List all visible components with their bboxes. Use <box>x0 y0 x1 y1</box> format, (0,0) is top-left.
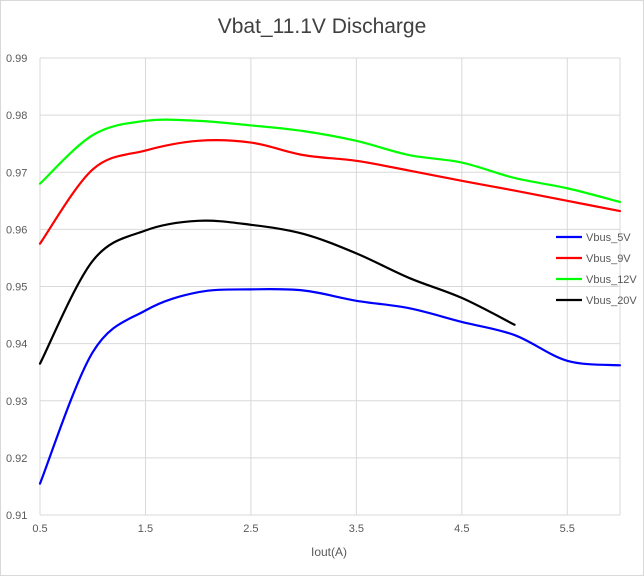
gridlines <box>39 57 621 516</box>
x-tick-label: 2.5 <box>243 523 258 535</box>
x-axis-ticks: 0.5 1.5 2.5 3.5 4.5 5.5 <box>32 523 575 535</box>
y-tick-label: 0.97 <box>6 167 27 179</box>
series-line-vbus-20v <box>38 219 516 365</box>
chart-title: Vbat_11.1V Discharge <box>218 15 427 38</box>
y-tick-label: 0.94 <box>6 339 27 351</box>
y-tick-label: 0.92 <box>6 453 27 465</box>
x-axis-label: Iout(A) <box>311 545 347 559</box>
legend-entry-label: Vbus_12V <box>586 274 637 286</box>
y-tick-label: 0.95 <box>6 282 27 294</box>
y-tick-label: 0.98 <box>6 110 27 122</box>
y-tick-label: 0.96 <box>6 224 27 236</box>
y-tick-label: 0.91 <box>6 510 27 522</box>
x-tick-label: 5.5 <box>560 523 575 535</box>
series-lines <box>38 118 622 485</box>
series-line-vbus-9v <box>38 139 622 245</box>
y-tick-label: 0.93 <box>6 396 27 408</box>
x-tick-label: 3.5 <box>349 523 364 535</box>
y-tick-label: 0.99 <box>6 53 27 65</box>
x-tick-label: 0.5 <box>32 523 47 535</box>
series-line-vbus-12v <box>38 118 622 204</box>
legend-entry-label: Vbus_20V <box>586 295 637 307</box>
series-line-vbus-5v <box>38 287 622 485</box>
legend-entry-label: Vbus_9V <box>586 253 631 265</box>
legend-entry-label: Vbus_5V <box>586 232 631 244</box>
legend: Vbus_5V Vbus_9V Vbus_12V Vbus_20V <box>556 232 637 307</box>
y-axis-ticks: 0.91 0.92 0.93 0.94 0.95 0.96 0.97 0.98 0.99 <box>6 53 27 522</box>
x-tick-label: 4.5 <box>454 523 469 535</box>
x-tick-label: 1.5 <box>138 523 153 535</box>
